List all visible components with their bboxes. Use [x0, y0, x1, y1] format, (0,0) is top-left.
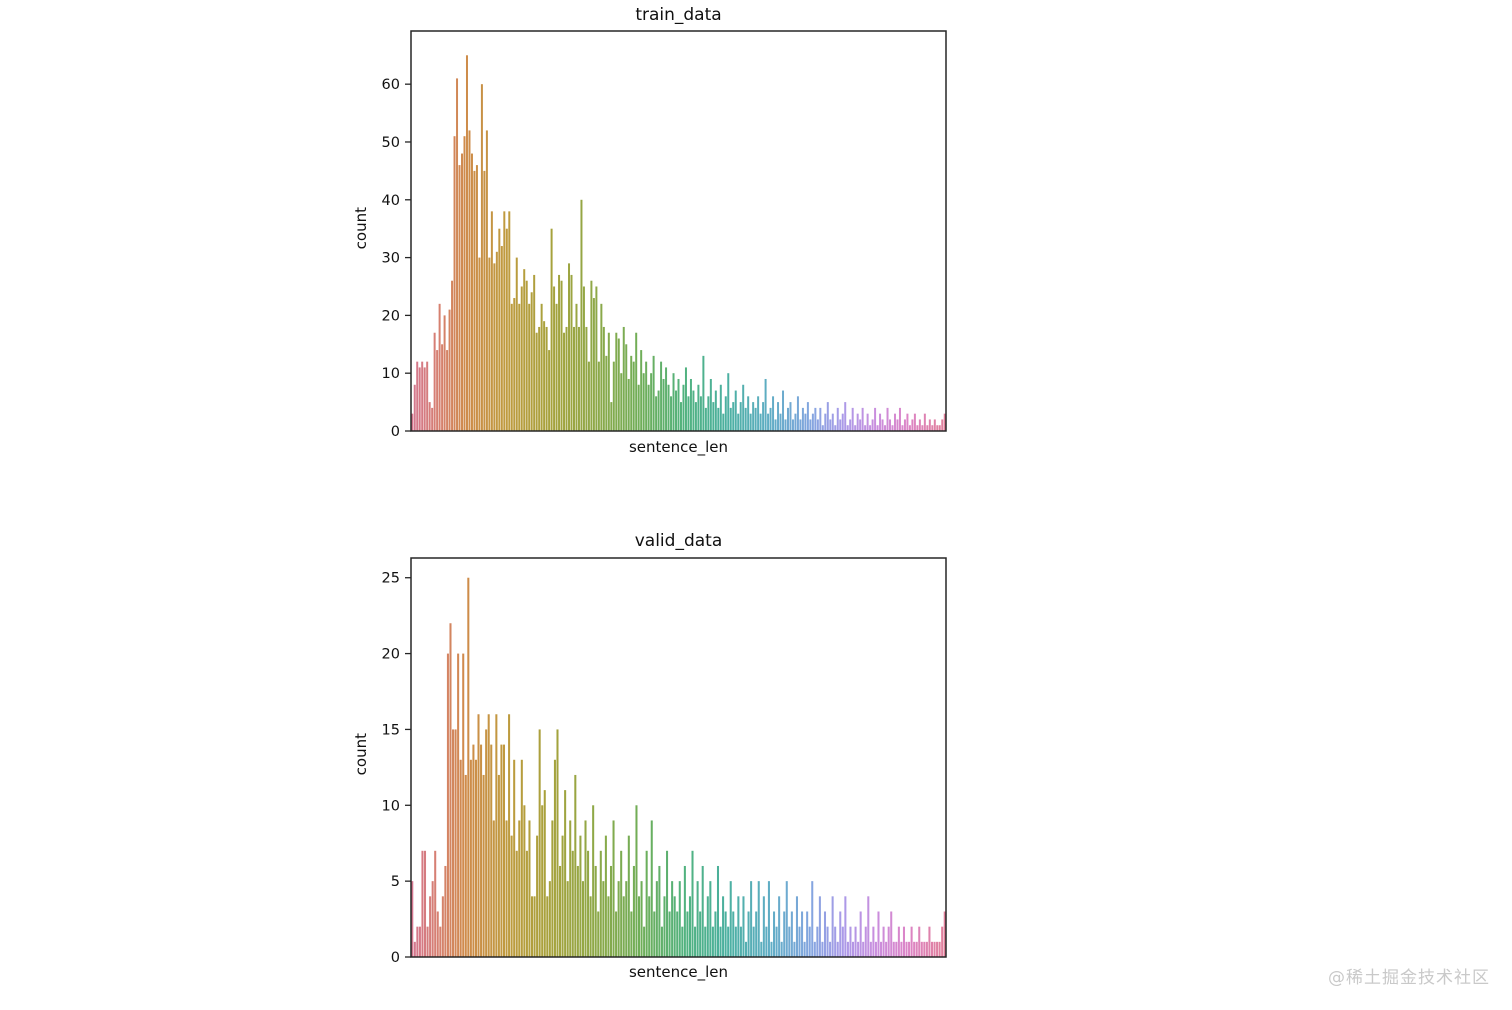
svg-text:0: 0	[391, 424, 400, 440]
svg-text:20: 20	[382, 647, 400, 663]
train-histogram-plot: 0 10 20 30 40 50 60	[382, 30, 947, 440]
svg-text:50: 50	[382, 135, 400, 151]
svg-text:5: 5	[391, 874, 400, 890]
watermark-text: @稀土掘金技术社区	[1328, 968, 1490, 988]
train-x-axis-label: sentence_len	[628, 438, 729, 456]
svg-text:10: 10	[382, 366, 400, 382]
svg-text:30: 30	[382, 251, 400, 267]
valid-x-axis-label: sentence_len	[628, 963, 729, 981]
svg-text:0: 0	[391, 950, 400, 966]
svg-text:20: 20	[382, 308, 400, 324]
svg-text:60: 60	[382, 77, 400, 93]
valid-chart-title: valid_data	[634, 531, 723, 551]
valid-histogram-plot: 0 5 10 15 20 25	[382, 557, 947, 966]
train-chart-title: train_data	[635, 5, 722, 25]
svg-text:25: 25	[382, 571, 400, 587]
svg-text:15: 15	[382, 722, 400, 738]
svg-text:40: 40	[382, 193, 400, 209]
svg-text:10: 10	[382, 798, 400, 814]
